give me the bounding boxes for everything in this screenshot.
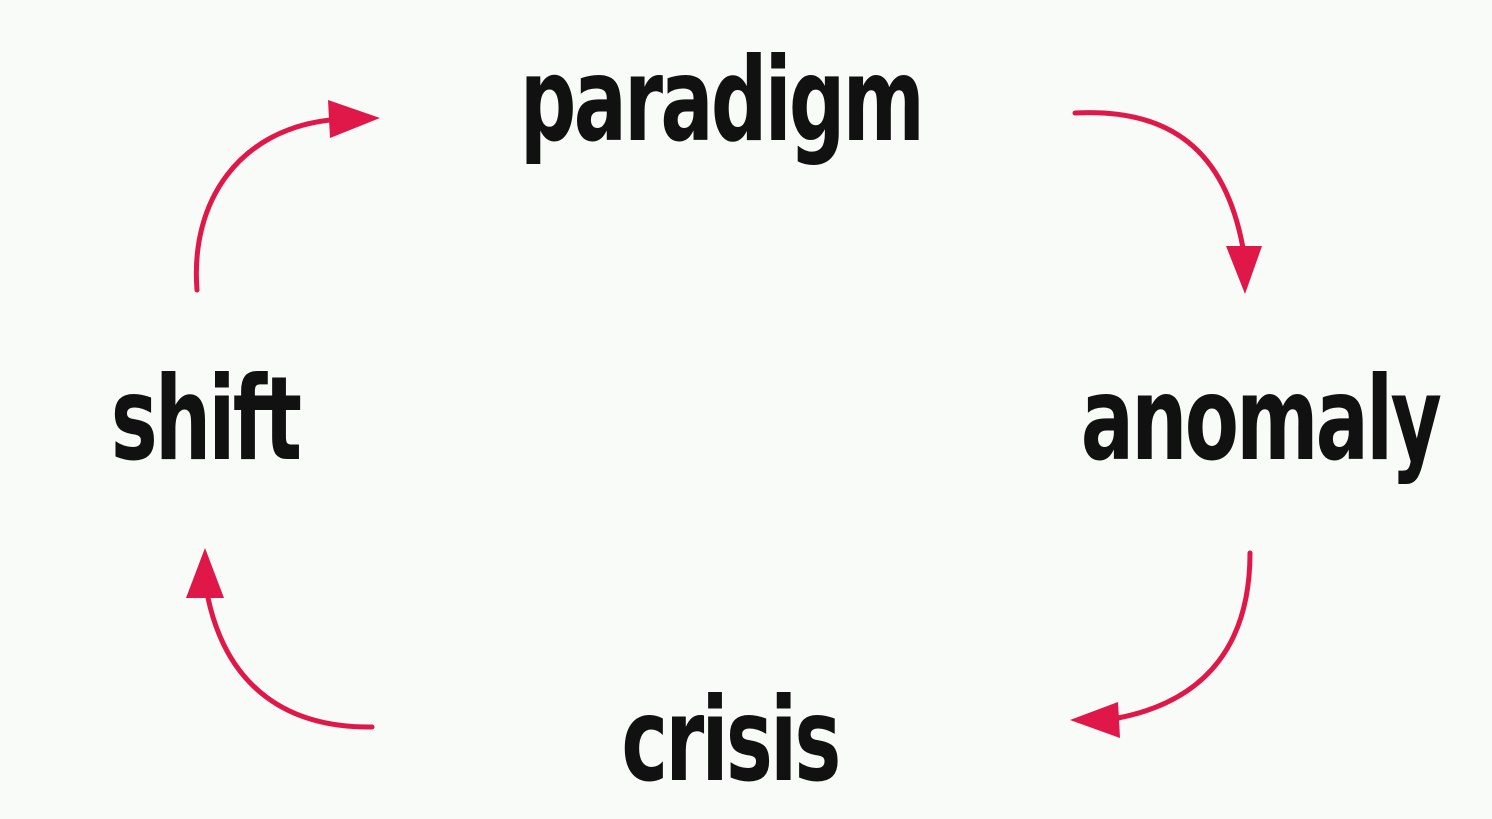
node-anomaly: anomaly — [1080, 352, 1442, 487]
arrow-paradigm-to-anomaly — [1072, 110, 1262, 294]
node-paradigm: paradigm — [519, 33, 925, 168]
node-crisis: crisis — [621, 673, 841, 808]
arrow-anomaly-to-crisis — [1070, 550, 1253, 738]
node-shift: shift — [110, 352, 302, 487]
arrow-shift-to-paradigm — [193, 100, 380, 293]
arrow-crisis-to-shift — [186, 548, 375, 730]
